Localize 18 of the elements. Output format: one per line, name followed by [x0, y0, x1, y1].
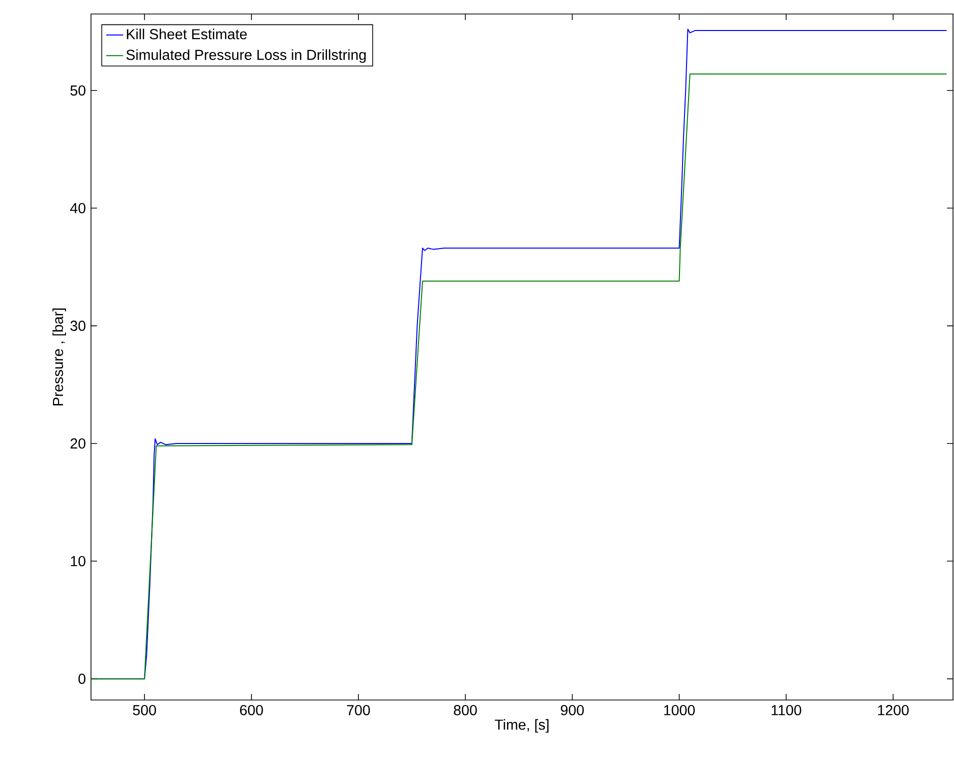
y-tick-label: 0 — [78, 674, 86, 684]
x-axis-title: Time, [s] — [494, 719, 548, 733]
x-tick-label: 1200 — [878, 705, 909, 716]
x-tick-label: 800 — [454, 705, 477, 716]
y-tick-label: 20 — [70, 438, 86, 449]
y-tick-label: 40 — [70, 203, 86, 214]
y-tick-label: 10 — [70, 556, 86, 566]
x-tick-label: 1100 — [772, 705, 802, 716]
y-tick-label: 50 — [70, 85, 86, 96]
x-tick-label: 700 — [347, 705, 370, 716]
y-axis-title: Pressure , [bar] — [52, 308, 66, 406]
x-tick-label: 500 — [132, 705, 156, 716]
legend-label: Kill Sheet Estimate — [126, 28, 247, 40]
x-tick-label: 900 — [560, 705, 584, 716]
x-tick-label: 600 — [240, 705, 263, 716]
legend-label: Simulated Pressure Loss in Drillstring — [126, 49, 366, 63]
x-tick-label: 1000 — [664, 705, 695, 716]
y-tick-label: 30 — [70, 320, 86, 331]
